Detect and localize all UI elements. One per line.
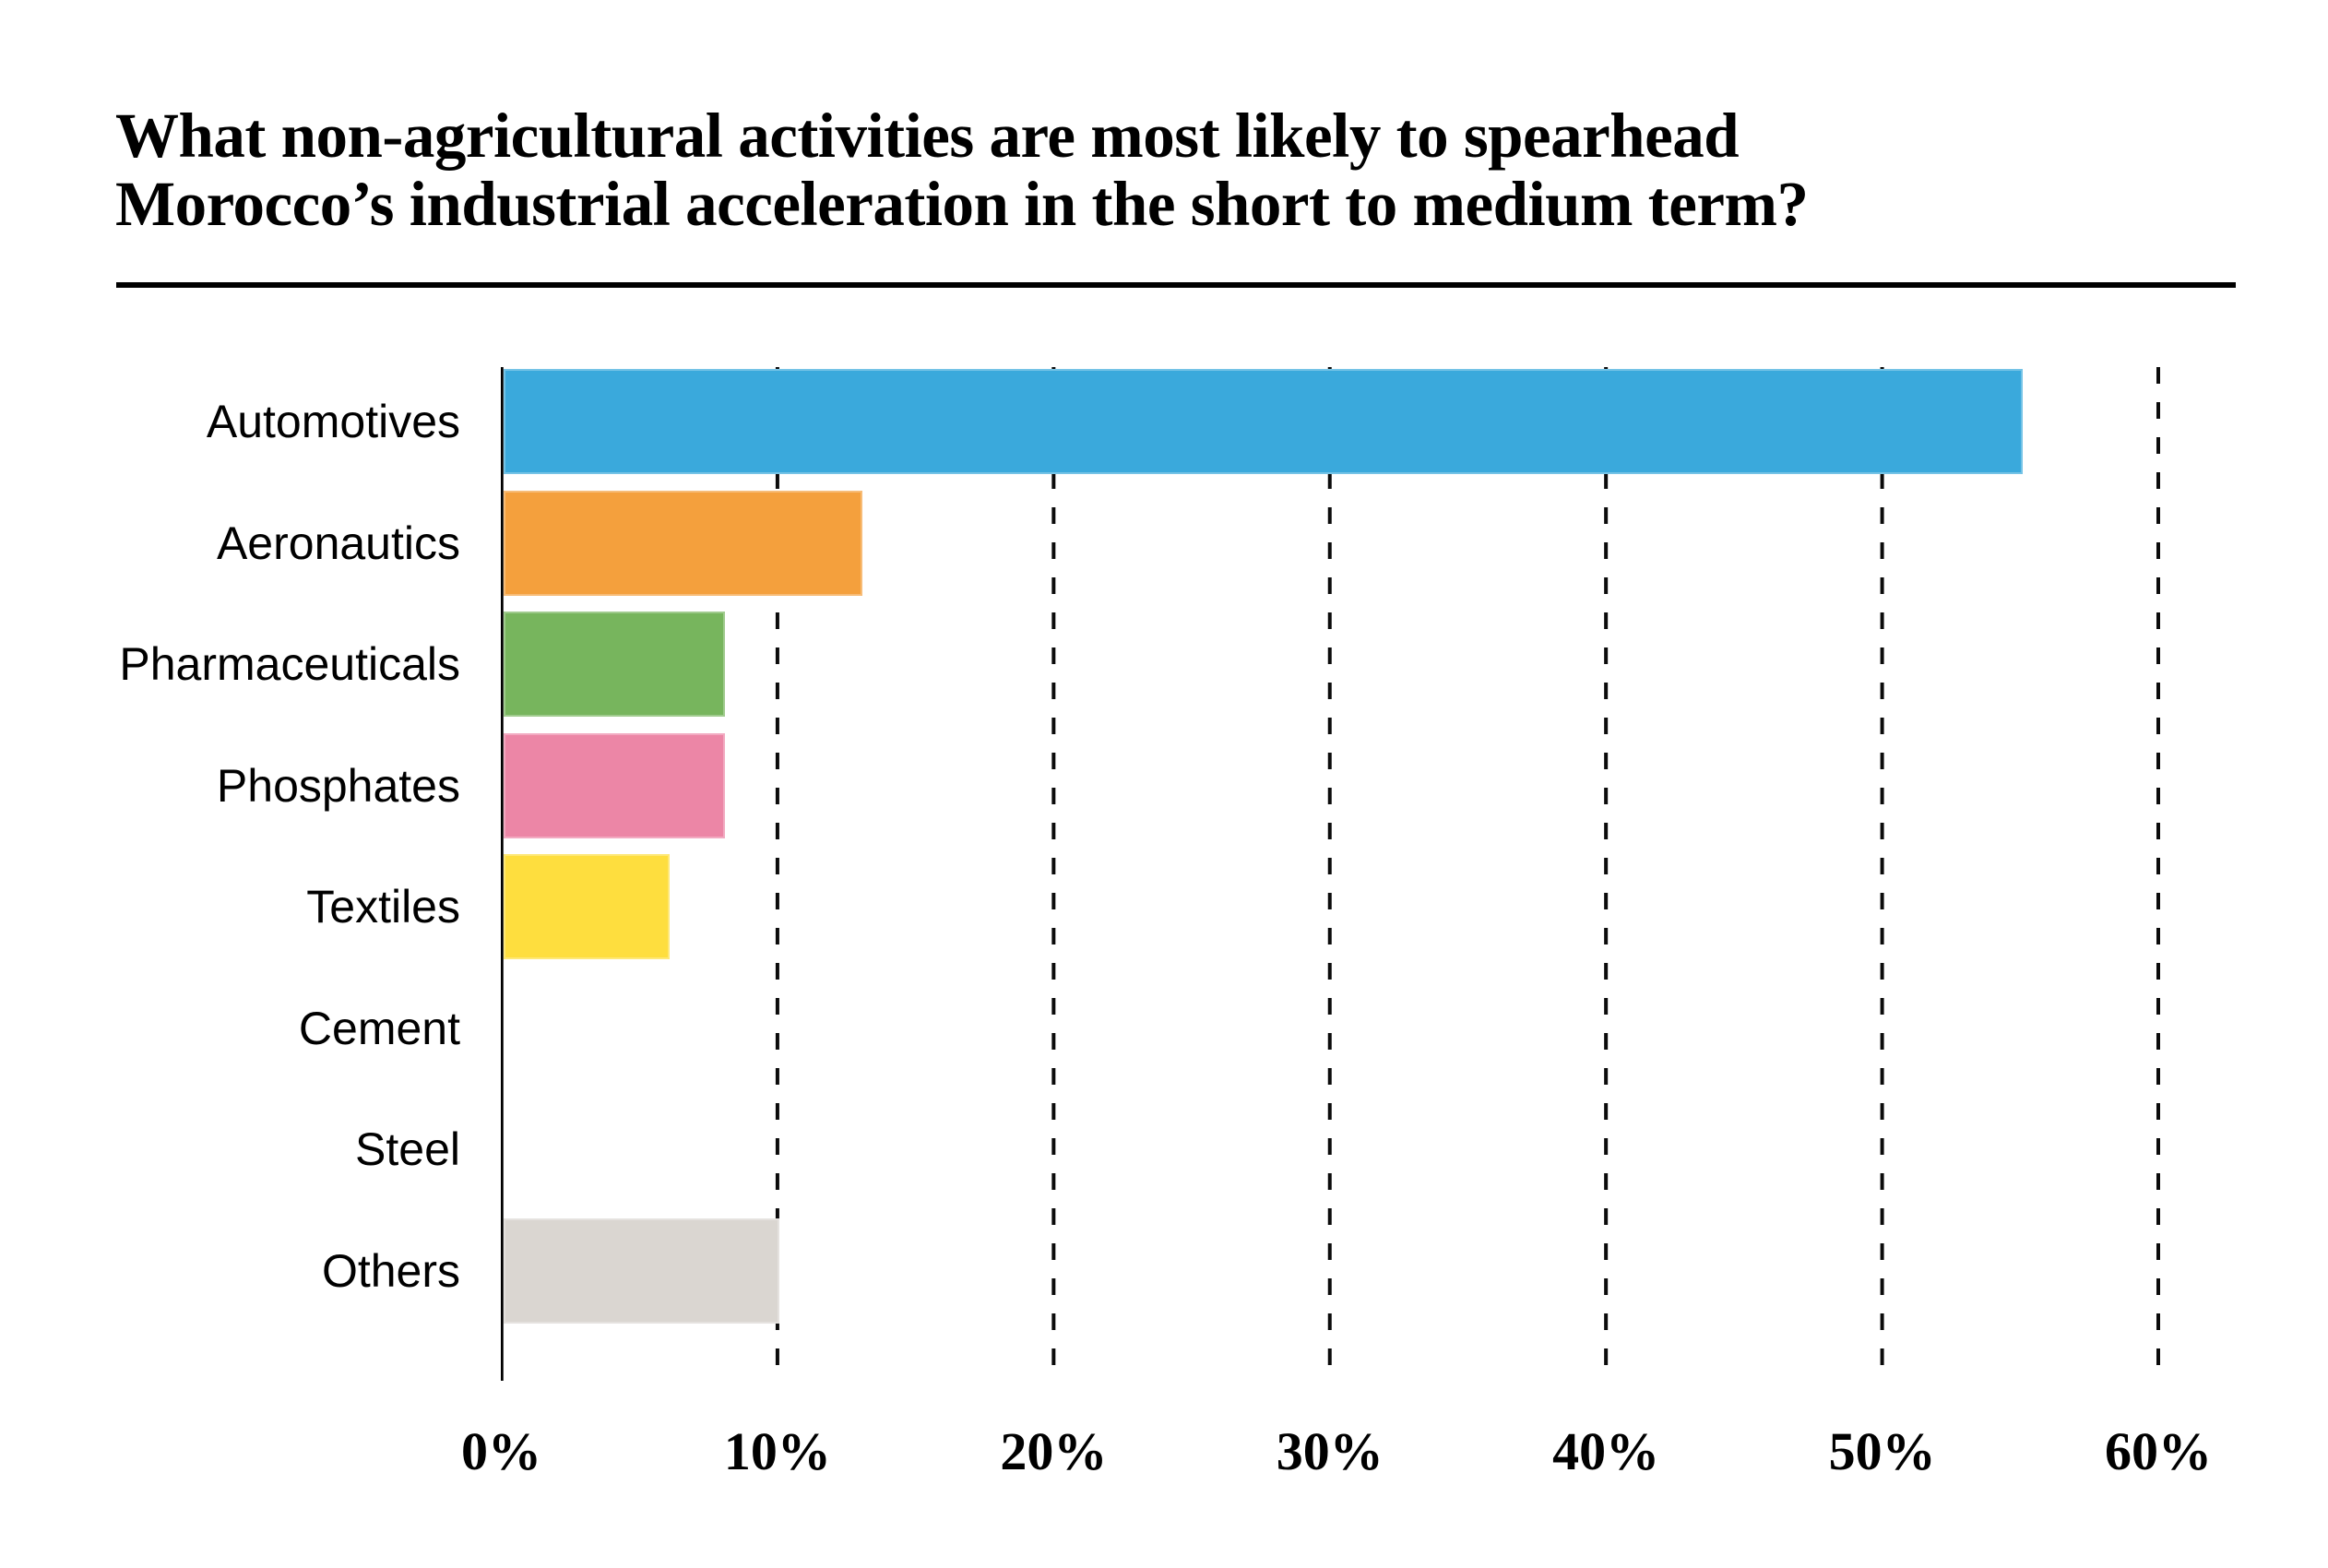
category-label-others: Others [321,1244,460,1297]
bar-others [504,1218,780,1324]
chart-title: What non-agricultural activities are mos… [115,101,2237,238]
category-label-automotives: Automotives [206,396,460,447]
title-divider-rule [116,282,2236,288]
x-tick-label-10: 10% [723,1421,831,1481]
x-tick-label-40: 40% [1552,1421,1660,1481]
category-label-steel: Steel [355,1123,460,1175]
x-tick-label-30: 30% [1276,1421,1384,1481]
gridlines-layer [501,367,2160,1381]
x-tick-label-60: 60% [2105,1421,2212,1481]
bar-pharmaceuticals [504,612,725,717]
category-label-textiles: Textiles [306,881,460,932]
category-label-phosphates: Phosphates [216,759,460,812]
category-label-pharmaceuticals: Pharmaceuticals [119,638,460,690]
chart-title-line-1: What non-agricultural activities are mos… [115,101,1740,171]
bar-automotives [504,369,2023,474]
category-label-cement: Cement [298,1002,460,1054]
x-tick-label-50: 50% [1828,1421,1936,1481]
x-tick-label-0: 0% [461,1421,541,1481]
bar-textiles [504,854,670,959]
x-tick-label-20: 20% [1000,1421,1108,1481]
bar-aeronautics [504,490,863,596]
chart-title-line-2: Morocco’s industrial acceleration in the… [115,169,1809,239]
bar-phosphates [504,732,725,838]
category-label-aeronautics: Aeronautics [216,517,460,569]
